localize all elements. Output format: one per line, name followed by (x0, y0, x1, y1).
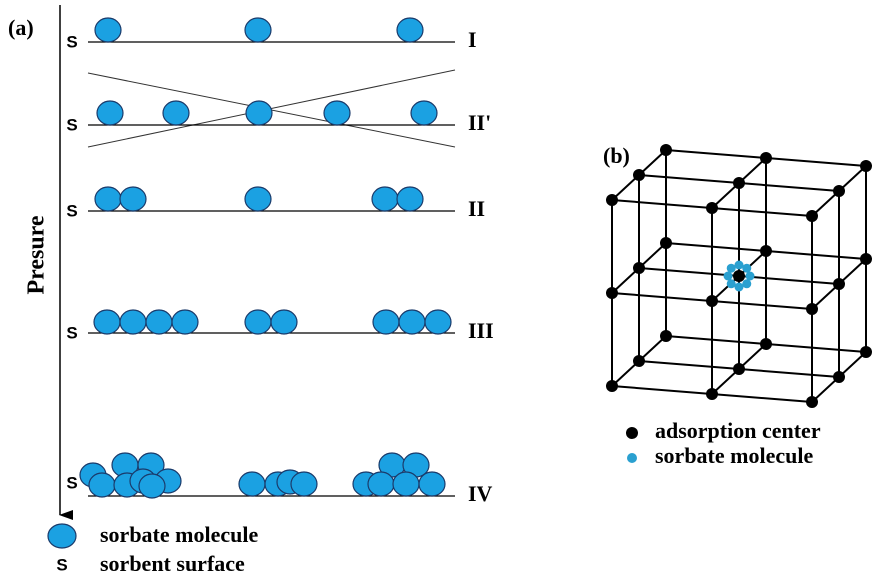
sorbate-molecule (139, 474, 165, 498)
level-label: III (468, 318, 494, 343)
legend-dot (627, 453, 637, 463)
sorbate-molecule (95, 18, 121, 42)
sorbate-molecule (735, 283, 744, 292)
sorbate-molecule (163, 101, 189, 125)
legend-symbol: S (56, 555, 67, 574)
adsorption-center (733, 363, 745, 375)
adsorption-center (760, 245, 772, 257)
panel-label: (b) (603, 143, 630, 168)
adsorption-center (706, 295, 718, 307)
sorbate-molecule (89, 473, 115, 497)
sorbate-molecule (94, 310, 120, 334)
adsorption-center (760, 338, 772, 350)
sorbate-molecule (120, 310, 146, 334)
surface-label: S (66, 32, 77, 51)
rows: S I S II' S II S III S IV (66, 18, 493, 506)
sorbate-molecule (742, 279, 751, 288)
level-label: I (468, 27, 477, 52)
surface-label: S (66, 201, 77, 220)
adsorption-center (806, 396, 818, 408)
adsorption-center (833, 185, 845, 197)
sorbate-molecule (146, 310, 172, 334)
legend-molecule (48, 524, 76, 548)
adsorption-center (660, 144, 672, 156)
adsorption-center (633, 169, 645, 181)
sorbate-molecule (239, 472, 265, 496)
sorbate-molecule (172, 310, 198, 334)
adsorption-center (606, 194, 618, 206)
adsorption-center (733, 270, 745, 282)
legend-text: adsorption center (655, 418, 821, 443)
level-label: II' (468, 110, 491, 135)
level-label: II (468, 196, 485, 221)
adsorption-center (833, 278, 845, 290)
adsorption-center (806, 210, 818, 222)
sorbate-molecule (245, 187, 271, 211)
adsorption-center (706, 388, 718, 400)
adsorption-center (760, 152, 772, 164)
sorbate-molecule (397, 18, 423, 42)
adsorption-center (733, 177, 745, 189)
diagram: (a) Presure S I S II' S II S III S IV sorbate mol… (0, 0, 888, 578)
adsorption-center (606, 287, 618, 299)
panel-label: (a) (8, 15, 34, 40)
sorbate-molecule (397, 187, 423, 211)
axis-label: Presure (24, 215, 50, 294)
adsorption-center (660, 330, 672, 342)
sorbate-molecule (727, 264, 736, 273)
surface-label: S (66, 473, 77, 492)
sorbate-molecule (95, 187, 121, 211)
sorbate-molecule (742, 264, 751, 273)
legend-text: sorbate molecule (655, 443, 813, 468)
sorbate-molecule (411, 101, 437, 125)
legend-dot (626, 427, 638, 439)
adsorption-center (660, 237, 672, 249)
sorbate-molecule (368, 472, 394, 496)
adsorption-center (860, 346, 872, 358)
adsorption-center (806, 303, 818, 315)
surface-label: S (66, 115, 77, 134)
adsorption-center (606, 380, 618, 392)
adsorption-center (633, 355, 645, 367)
sorbate-molecule (271, 310, 297, 334)
adsorption-center (833, 371, 845, 383)
level-label: IV (468, 481, 493, 506)
sorbate-molecule (291, 472, 317, 496)
legend-text: sorbate molecule (100, 522, 258, 547)
adsorption-center (860, 253, 872, 265)
sorbate-molecule (746, 272, 755, 281)
sorbate-molecule (373, 310, 399, 334)
sorbate-molecule (324, 101, 350, 125)
adsorption-center (860, 160, 872, 172)
sorbate-molecule (245, 18, 271, 42)
surface-label: S (66, 323, 77, 342)
sorbate-molecule (372, 187, 398, 211)
legend-text: sorbent surface (100, 551, 245, 576)
sorbate-molecule (97, 101, 123, 125)
sorbate-molecule (120, 187, 146, 211)
lattice (606, 144, 872, 408)
sorbate-molecule (399, 310, 425, 334)
sorbate-molecule (246, 101, 272, 125)
adsorption-center (706, 202, 718, 214)
sorbate-molecule (724, 272, 733, 281)
sorbate-molecule (245, 310, 271, 334)
adsorption-center (633, 262, 645, 274)
sorbate-molecule (727, 279, 736, 288)
sorbate-molecule (393, 472, 419, 496)
sorbate-molecule (735, 261, 744, 270)
sorbate-molecule (419, 472, 445, 496)
sorbate-molecule (425, 310, 451, 334)
